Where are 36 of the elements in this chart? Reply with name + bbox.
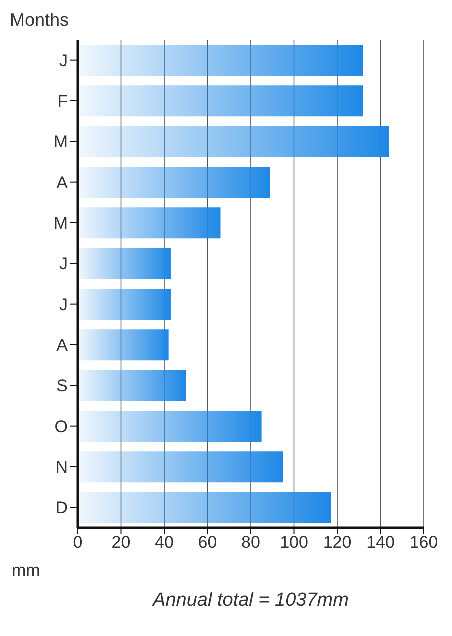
bar <box>78 208 221 239</box>
y-tick-label: M <box>54 132 68 152</box>
x-tick-label: 20 <box>112 533 131 552</box>
y-tick-label: F <box>58 92 68 112</box>
bar <box>78 492 332 524</box>
x-tick-label: 120 <box>323 533 352 552</box>
x-tick-label: 80 <box>242 533 260 552</box>
y-tick-label: A <box>56 336 69 356</box>
bar <box>78 411 262 442</box>
x-tick-label: 140 <box>366 533 395 552</box>
y-tick-label: D <box>56 498 68 518</box>
y-tick-label: N <box>56 458 68 478</box>
bar <box>78 86 364 117</box>
y-tick-label: M <box>54 214 68 234</box>
x-tick-label: 160 <box>410 533 438 552</box>
x-tick-label: 60 <box>198 533 218 552</box>
y-tick-label: J <box>60 51 68 70</box>
y-tick-label: A <box>56 173 69 192</box>
bar <box>78 370 186 402</box>
y-tick-label: S <box>56 376 68 396</box>
x-tick-label: 0 <box>73 533 83 552</box>
x-axis-title: mm <box>12 561 40 581</box>
x-tick-label: 40 <box>155 533 174 552</box>
text: Annual total = 1037mm <box>151 590 350 612</box>
y-tick-label: J <box>60 295 68 314</box>
bar <box>78 45 364 76</box>
bar <box>78 248 171 280</box>
bar <box>78 167 270 198</box>
y-tick-label: J <box>60 254 68 274</box>
bar <box>78 126 390 158</box>
bar <box>78 452 284 483</box>
bar <box>78 330 169 361</box>
y-tick-label: O <box>54 417 68 436</box>
x-tick-label: 100 <box>280 533 308 552</box>
y-axis-title: Months <box>10 10 70 31</box>
bar <box>78 289 171 320</box>
